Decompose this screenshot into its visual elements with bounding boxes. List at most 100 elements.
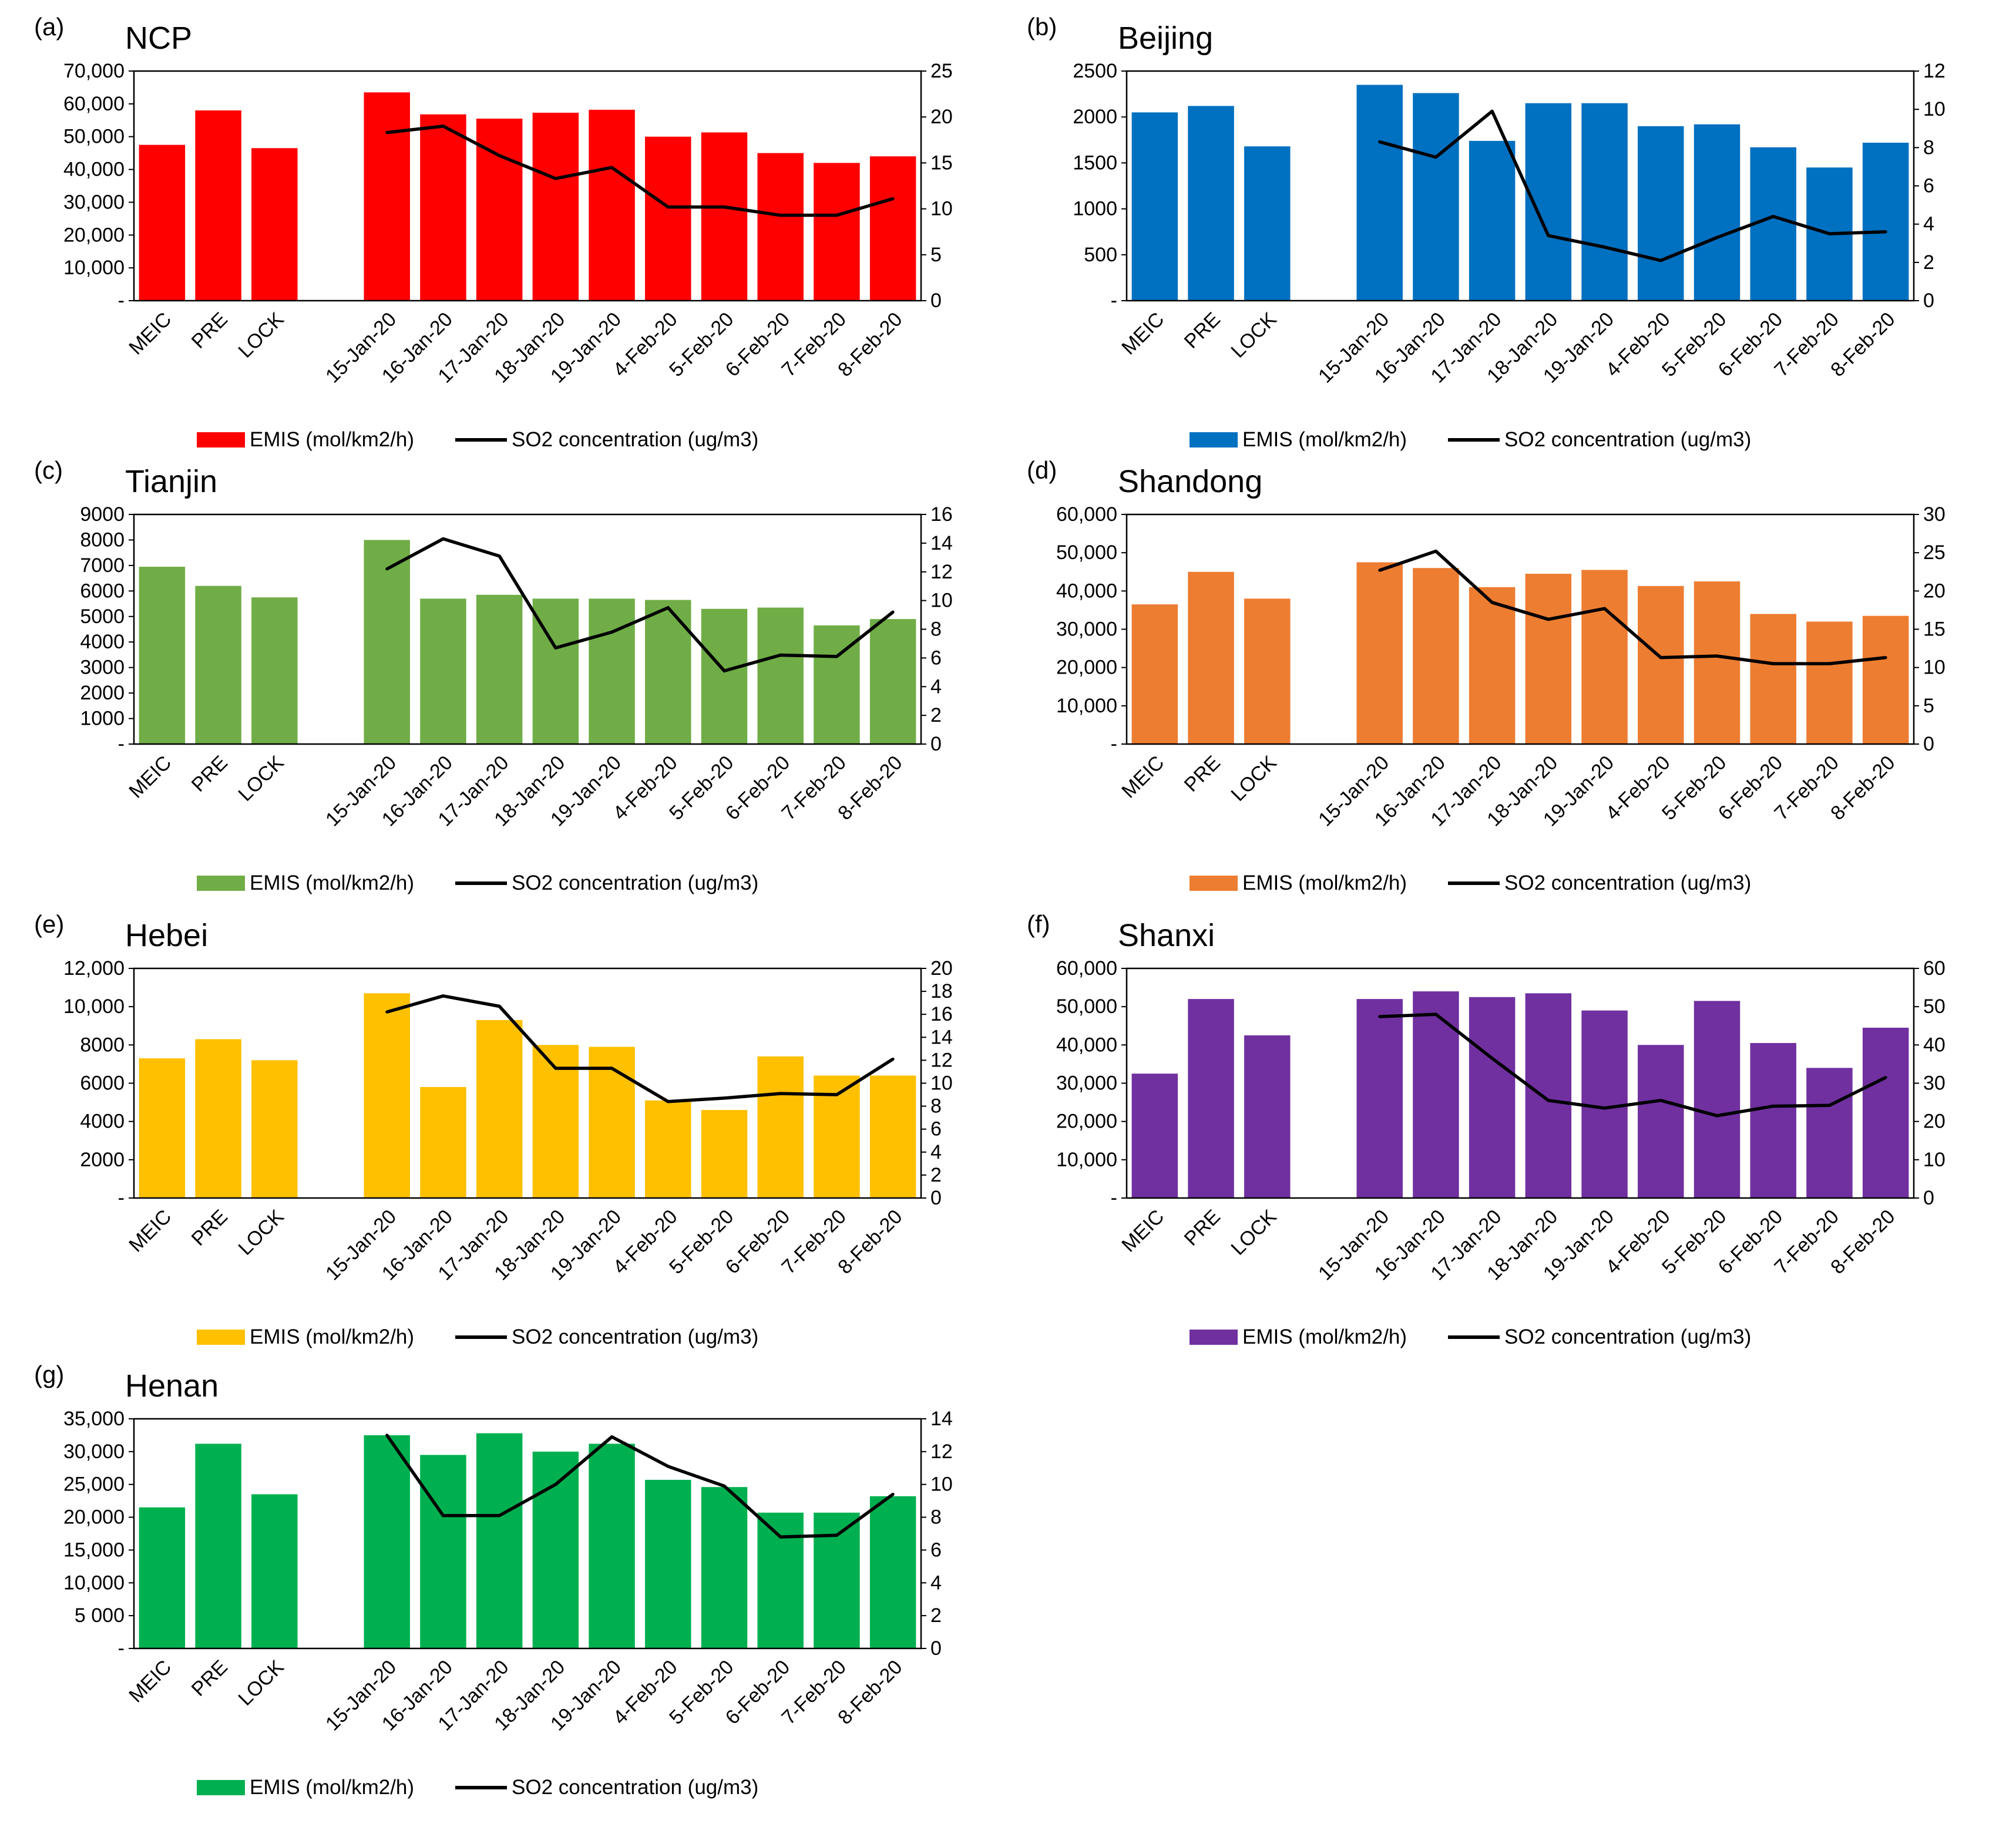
so2-point-4-feb-20 bbox=[666, 606, 670, 610]
legend-swatch-emis bbox=[1190, 1330, 1238, 1345]
bar-15-jan-20 bbox=[1356, 85, 1403, 301]
so2-point-18-jan-20 bbox=[554, 646, 557, 650]
bar-19-jan-20 bbox=[1581, 570, 1628, 744]
legend-label-emis: EMIS (mol/km2/h) bbox=[1242, 1325, 1407, 1348]
y-tick-label-right: 16 bbox=[930, 1003, 953, 1025]
y-tick-label-left: 50,000 bbox=[63, 126, 125, 148]
y-tick-label-right: 2 bbox=[930, 1604, 942, 1627]
so2-point-17-jan-20 bbox=[498, 554, 501, 558]
plot-area-frame bbox=[133, 70, 922, 302]
chart-plot: - 5 000 10,000 15,000 20,000 25,000 30,000 35,0… bbox=[63, 1408, 953, 1735]
bar-4-feb-20 bbox=[1638, 1045, 1684, 1198]
panel-label: (b) bbox=[1027, 13, 1057, 41]
y-tick-label-left: 60,000 bbox=[63, 93, 125, 115]
bar-7-feb-20 bbox=[814, 163, 860, 301]
legend-swatch-so2 bbox=[455, 1335, 508, 1339]
legend-swatch-emis bbox=[197, 432, 245, 447]
y-tick-label-right: 2 bbox=[930, 704, 942, 726]
bar-7-feb-20 bbox=[814, 1512, 860, 1648]
y-tick-label-right: 4 bbox=[930, 1572, 942, 1594]
bar-8-feb-20 bbox=[1862, 615, 1909, 744]
so2-point-8-feb-20 bbox=[891, 1057, 895, 1061]
y-tick-label-right: 4 bbox=[1923, 213, 1934, 235]
bar-6-feb-20 bbox=[1750, 1043, 1796, 1198]
bar-17-jan-20 bbox=[1469, 140, 1516, 301]
y-tick-label-left: 6000 bbox=[80, 580, 125, 602]
bar-lock bbox=[1244, 1035, 1291, 1198]
so2-point-4-feb-20 bbox=[666, 1465, 670, 1468]
x-tick-label: MEIC bbox=[125, 1206, 176, 1257]
y-tick-label-left: 10,000 bbox=[63, 257, 125, 279]
legend-label-emis: EMIS (mol/km2/h) bbox=[250, 1776, 415, 1799]
y-tick-label-left: 60,000 bbox=[1056, 503, 1117, 526]
bar-18-jan-20 bbox=[532, 112, 579, 301]
legend-label-so2: SO2 concentration (ug/m3) bbox=[512, 428, 759, 451]
bar-16-jan-20 bbox=[420, 1087, 466, 1198]
y-tick-label-left: 12,000 bbox=[63, 957, 125, 980]
bar-8-feb-20 bbox=[869, 1075, 916, 1198]
so2-point-6-feb-20 bbox=[1772, 1105, 1775, 1108]
legend-swatch-so2 bbox=[1448, 1335, 1500, 1339]
bar-lock bbox=[1244, 598, 1291, 744]
x-tick-label: MEIC bbox=[125, 1656, 176, 1707]
bar-19-jan-20 bbox=[589, 1046, 635, 1198]
y-tick-label-left: 500 bbox=[1084, 244, 1117, 266]
y-tick-label-right: 8 bbox=[930, 618, 942, 641]
bar-18-jan-20 bbox=[532, 1045, 579, 1198]
so2-point-7-feb-20 bbox=[1827, 662, 1831, 665]
y-tick-label-left: 20,000 bbox=[63, 1506, 125, 1529]
panel-label: (e) bbox=[34, 910, 65, 938]
chart-legend: EMIS (mol/km2/h) SO2 concentration (ug/m… bbox=[197, 1775, 758, 1801]
chart-panel-hebei: (e) Hebei - 2000 4000 6000 8000 10,000 12,000 0… bbox=[26, 910, 1003, 1354]
bar-4-feb-20 bbox=[645, 1100, 691, 1198]
legend-swatch-emis bbox=[197, 1780, 245, 1795]
y-tick-label-right: 10 bbox=[1923, 98, 1946, 120]
legend-label-emis: EMIS (mol/km2/h) bbox=[250, 1325, 415, 1348]
y-tick-label-left: 2000 bbox=[80, 682, 125, 704]
so2-line bbox=[1379, 109, 1886, 263]
y-tick-label-left: 30,000 bbox=[63, 1441, 125, 1463]
y-tick-label-right: 0 bbox=[930, 733, 942, 755]
y-tick-label-right: 18 bbox=[930, 980, 953, 1002]
bar-meic bbox=[139, 1507, 186, 1648]
so2-point-17-jan-20 bbox=[1490, 601, 1494, 604]
so2-point-5-feb-20 bbox=[1715, 654, 1719, 658]
bar-4-feb-20 bbox=[1638, 585, 1684, 744]
bar-5-feb-20 bbox=[1694, 1001, 1741, 1198]
bar-pre bbox=[195, 110, 241, 301]
chart-panel-shandong: (d) Shandong -10,000 20,000 30,000 40,000 50… bbox=[1019, 456, 1996, 900]
y-tick-label-right: 10 bbox=[1923, 657, 1946, 679]
y-tick-label-right: 4 bbox=[930, 675, 942, 698]
so2-point-18-jan-20 bbox=[554, 177, 557, 180]
bar-15-jan-20 bbox=[364, 540, 410, 744]
y-tick-label-left: 50,000 bbox=[1056, 541, 1117, 564]
x-tick-label: PRE bbox=[187, 1206, 232, 1250]
so2-point-17-jan-20 bbox=[1490, 1056, 1494, 1060]
legend-label-emis: EMIS (mol/km2/h) bbox=[1242, 871, 1407, 894]
y-tick-label-right: 8 bbox=[930, 1095, 942, 1118]
y-tick-label-left: 10,000 bbox=[1056, 695, 1117, 717]
y-tick-label-left: 35,000 bbox=[63, 1408, 125, 1430]
y-tick-label-left: - bbox=[118, 733, 125, 755]
y-tick-label-left: 30,000 bbox=[1056, 1072, 1117, 1095]
y-tick-label-left: - bbox=[118, 290, 125, 312]
bar-meic bbox=[1131, 1074, 1178, 1198]
so2-point-16-jan-20 bbox=[1434, 550, 1437, 553]
y-tick-label-right: 20 bbox=[1923, 1111, 1946, 1133]
y-tick-label-right: 0 bbox=[1923, 733, 1934, 755]
bar-lock bbox=[251, 597, 298, 744]
y-tick-label-right: 12 bbox=[930, 561, 953, 583]
panel-label: (g) bbox=[34, 1361, 65, 1388]
y-tick-label-left: 30,000 bbox=[63, 191, 125, 213]
so2-point-15-jan-20 bbox=[1378, 568, 1382, 572]
so2-point-5-feb-20 bbox=[723, 1096, 726, 1100]
y-tick-label-right: 25 bbox=[1923, 541, 1946, 564]
so2-point-16-jan-20 bbox=[1434, 1012, 1437, 1016]
x-tick-label: MEIC bbox=[125, 752, 176, 803]
bar-15-jan-20 bbox=[364, 92, 410, 301]
y-tick-label-right: 6 bbox=[930, 1539, 942, 1561]
x-tick-label: MEIC bbox=[1117, 752, 1168, 803]
y-tick-label-left: 50,000 bbox=[1056, 995, 1117, 1018]
so2-point-17-jan-20 bbox=[498, 154, 501, 157]
bar-16-jan-20 bbox=[1413, 991, 1459, 1198]
